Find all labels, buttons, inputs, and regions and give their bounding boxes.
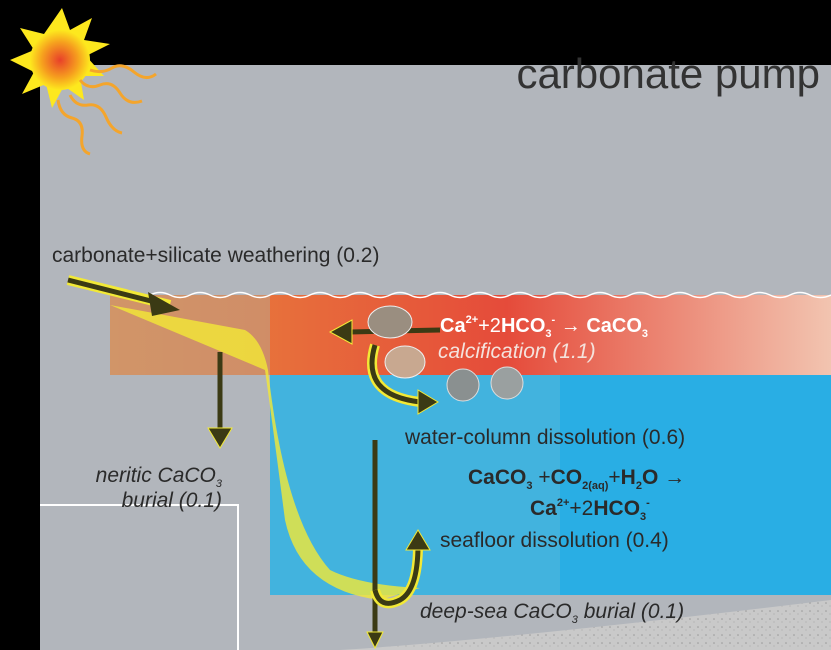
text-part: -	[646, 497, 650, 509]
text-part: CO	[551, 466, 583, 489]
calcification-equation: Ca2++2HCO3- → CaCO3	[440, 314, 648, 340]
deep-sea-label: deep-sea CaCO3 burial (0.1)	[420, 600, 684, 626]
outline	[40, 504, 239, 650]
text-part: 3	[526, 480, 532, 492]
text-part: CaCO	[468, 466, 526, 489]
text-part: +	[532, 466, 550, 489]
text-part: +	[608, 466, 620, 489]
plankton	[367, 305, 524, 402]
dissolution-equation-2: Ca2++2HCO3-	[530, 497, 650, 523]
text-part: neritic CaCO	[96, 464, 216, 487]
text-part: 3	[572, 614, 579, 626]
text-part: -	[552, 314, 556, 326]
text-part: burial (0.1)	[578, 600, 684, 623]
text-part: →	[555, 315, 586, 337]
text-part: 3	[642, 328, 648, 340]
text-part: HCO	[501, 315, 545, 337]
text-part: Ca	[530, 497, 557, 520]
calcification-label: calcification (1.1)	[438, 340, 596, 363]
text-part: Ca	[440, 315, 466, 337]
text-part: HCO	[593, 497, 640, 520]
sea-surface	[109, 291, 831, 299]
neritic-label-2: burial (0.1)	[122, 489, 222, 512]
shelf-sediment	[110, 305, 420, 600]
arrows	[66, 275, 441, 650]
text-part: 2+	[557, 497, 570, 509]
text-part: 2	[636, 480, 642, 492]
water-column-label: water-column dissolution (0.6)	[404, 426, 685, 449]
weathering-label: carbonate+silicate weathering (0.2)	[52, 244, 379, 267]
seafloor-label: seafloor dissolution (0.4)	[440, 529, 669, 552]
seafloor	[340, 600, 831, 650]
text-part: H	[621, 466, 636, 489]
neritic-label: neritic CaCO3	[96, 464, 223, 490]
text-part: +2	[478, 315, 501, 337]
text-part: 2+	[466, 314, 479, 326]
text-part: 3	[545, 328, 551, 340]
text-part: +2	[569, 497, 593, 520]
text-part: O	[642, 466, 658, 489]
text-part: CaCO	[586, 315, 642, 337]
sun	[10, 8, 157, 156]
dissolution-equation-1: CaCO3 +CO2(aq)+H2O →	[468, 466, 685, 492]
title: carbonate pump	[516, 50, 820, 97]
text-part: 3	[640, 511, 646, 523]
text-part: 3	[216, 478, 223, 490]
text-part: 2(aq)	[582, 480, 609, 492]
text-part: deep-sea CaCO	[420, 600, 572, 623]
text-part: →	[658, 466, 685, 489]
